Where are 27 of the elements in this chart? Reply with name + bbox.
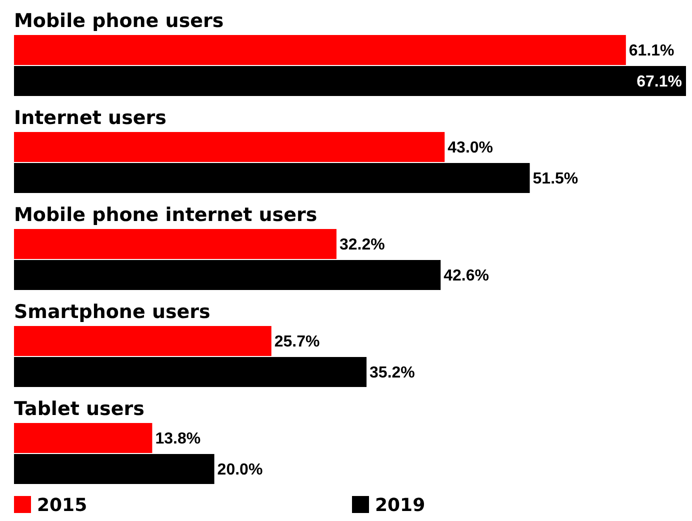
bar: [14, 163, 530, 193]
data-label: 42.6%: [444, 268, 490, 285]
data-label: 43.0%: [448, 140, 494, 157]
bar: [14, 454, 214, 484]
y-tick-label: Tablet users: [14, 398, 144, 420]
bar: [14, 66, 686, 96]
bar: [14, 357, 367, 387]
y-tick-label: Internet users: [14, 107, 166, 129]
data-label: 13.8%: [155, 430, 201, 448]
data-label: 20.0%: [217, 462, 263, 479]
data-label: 35.2%: [370, 364, 415, 382]
data-label: 32.2%: [339, 236, 385, 254]
data-label: 67.1%: [636, 74, 682, 91]
bar: [14, 229, 336, 259]
y-tick-label: Smartphone users: [14, 301, 210, 323]
y-tick-label: Mobile phone users: [14, 10, 224, 32]
bar: [14, 35, 626, 65]
legend-label: 2015: [37, 495, 88, 516]
data-label: 25.7%: [274, 334, 320, 351]
y-tick-label: Mobile phone internet users: [14, 204, 318, 226]
bar: [14, 423, 152, 453]
bar: [14, 326, 272, 356]
legend-label: 2019: [375, 495, 426, 516]
data-label: 51.5%: [532, 170, 578, 188]
data-label: 61.1%: [628, 42, 674, 60]
bar: [14, 260, 441, 290]
bar: [14, 132, 445, 162]
